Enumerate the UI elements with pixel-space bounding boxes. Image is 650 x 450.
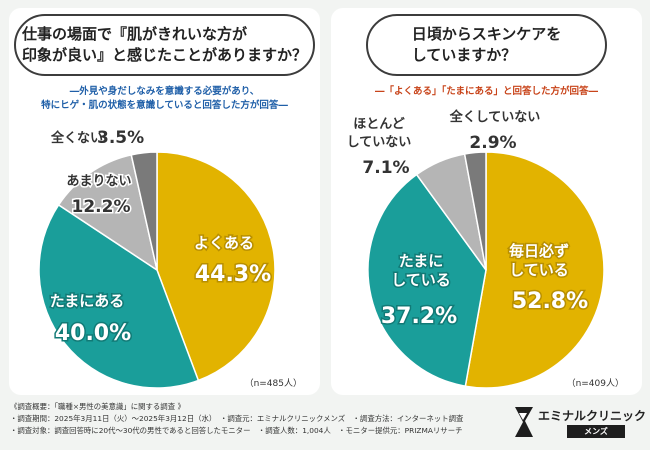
chart-title-line: していますか？ [411,46,517,64]
pie-chart-right: 毎日必ずしている52.8%たまにしている37.2%ほとんどしていない7.1%全く… [345,108,605,389]
sample-size-label: （n=409人） [566,379,624,389]
slice-label: ほとんど [353,117,405,132]
chart-title-box: 日頃からスキンケアを していますか？ [366,14,607,76]
slice-value: 52.8% [512,289,588,314]
pie-slice [463,151,487,271]
slice-label: たまにある [50,292,125,310]
slice-value: 12.2% [72,197,131,217]
slice-value: 44.3% [195,262,271,287]
pie-slice [367,173,487,388]
footer-line: 《調査概要：「職種×男性の美意識」に関する調査 》 [10,402,185,411]
slice-label: 全くない [50,130,103,146]
slice-label-group: あまりない 12.2% [65,173,133,219]
pie-slice [38,203,200,389]
chart-subtitle-line: ―外見や身だしなみを意識する必要があり、 [69,86,260,97]
chart-title-line: 仕事の場面で『肌がきれいな方が [22,25,248,43]
footer-line: ・調査期間：2025年3月11日（火）〜2025年3月12日（水） ・調査元：エ… [10,414,464,423]
slice-value: 40.0% [55,321,131,346]
slice-value: 37.2% [381,304,457,329]
slice-label: 全くしていない [449,109,541,125]
chart-title-line: 印象が良い』と感じたことがありますか？ [22,46,308,64]
logo-mark-icon [515,407,533,437]
slice-label: あまりない [66,174,131,189]
slice-value: 7.1% [362,158,409,178]
chart-title-box: 仕事の場面で『肌がきれいな方が 印象が良い』と感じたことがありますか？ [14,14,315,76]
sample-size-label: （n=485人） [244,379,302,389]
slice-label-group: よくある 44.3% [192,233,272,289]
slice-label: している [391,271,451,289]
footer-line: ・調査対象：調査回答時に20代〜30代の男性であると回答したモニター ・調査人数… [10,426,463,435]
chart-subtitle-line: 特にヒゲ・肌の状態を意識していると回答した方が回答― [41,100,288,111]
slice-label: している [509,261,569,279]
chart-subtitle: ―「よくある」「たまにある」と回答した方が回答― [331,85,642,99]
pie-slice [130,151,158,271]
slice-value: 2.9% [469,133,516,153]
chart-subtitle-line: ―「よくある」「たまにある」と回答した方が回答― [375,86,598,97]
logo-sub: メンズ [567,425,625,438]
slice-label: たまに [399,252,444,270]
slice-label: 毎日必ず [509,242,569,260]
pie-slice [156,151,276,382]
survey-footer: 《調査概要：「職種×男性の美意識」に関する調査 》 ・調査期間：2025年3月1… [10,401,490,437]
chart-panel-right: 日頃からスキンケアを していますか？ ―「よくある」「たまにある」と回答した方が… [331,8,642,395]
slice-label-group: 全くしていない 2.9% [447,108,542,155]
clinic-logo: エミナルクリニック メンズ [513,403,646,443]
slice-label: よくある [194,234,254,252]
slice-label-group: たまにある 40.0% [48,291,132,348]
logo-name: エミナルクリニック [538,409,647,423]
chart-panel-left: 仕事の場面で『肌がきれいな方が 印象が良い』と感じたことがありますか？ ―外見や… [9,8,320,395]
slice-label: していない [347,135,412,150]
pie-slice [57,153,159,272]
slice-value: 3.5% [97,128,144,148]
chart-title-line: 日頃からスキンケアを [411,25,562,43]
pie-slice [464,151,605,389]
chart-subtitle: ―外見や身だしなみを意識する必要があり、 特にヒゲ・肌の状態を意識していると回答… [9,85,320,113]
